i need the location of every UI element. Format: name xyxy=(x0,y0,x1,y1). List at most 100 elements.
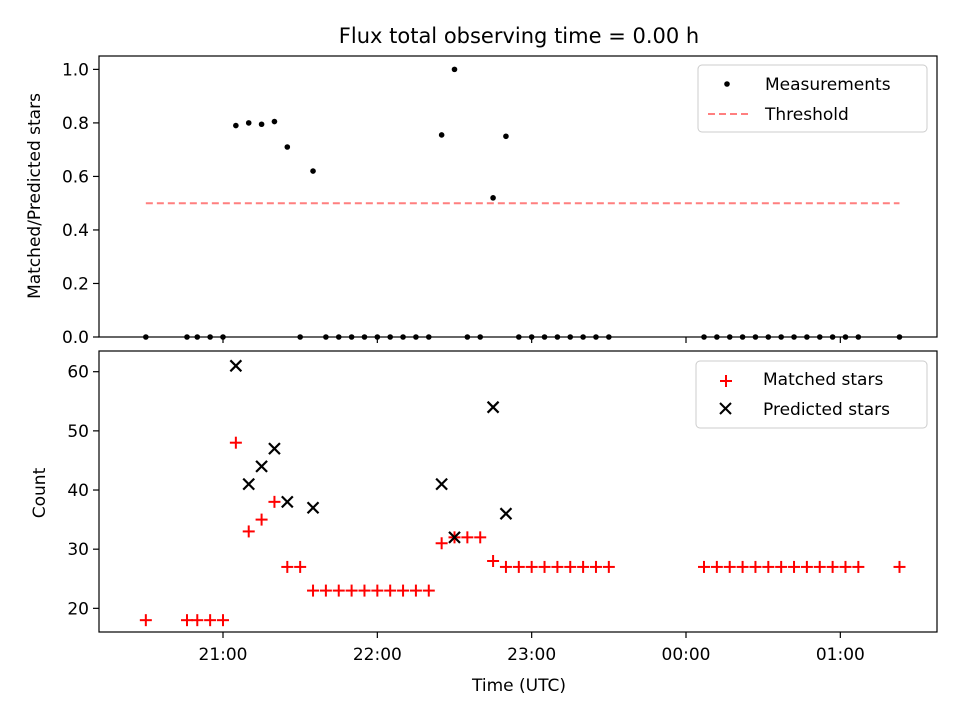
matched-point xyxy=(255,513,268,526)
x-axis-label: Time (UTC) xyxy=(471,676,566,696)
measurement-point xyxy=(271,118,278,125)
predicted-point-b xyxy=(255,460,268,473)
matched-point xyxy=(698,560,711,573)
measurement-point xyxy=(451,66,458,73)
measurement-point xyxy=(310,168,316,174)
matched-point xyxy=(435,537,448,550)
bottom-y-axis-label: Count xyxy=(30,467,50,518)
bottom-x-ticks: 21:00 22:00 23:00 00:00 01:00 xyxy=(199,632,865,665)
matched-point xyxy=(487,555,500,568)
top-legend: Measurements Threshold xyxy=(697,64,928,133)
measurement-point xyxy=(258,121,265,128)
matched-point xyxy=(551,560,564,573)
matched-point xyxy=(852,560,865,573)
matched-point xyxy=(589,560,602,573)
matched-point xyxy=(384,584,397,597)
x-tick-label: 01:00 xyxy=(816,645,865,665)
predicted-point-b xyxy=(486,400,500,414)
figure-title: Flux total observing time = 0.00 h xyxy=(339,24,699,48)
measurement-point xyxy=(503,133,509,140)
x-tick-label: 00:00 xyxy=(662,645,711,665)
predicted-point-b xyxy=(281,495,294,509)
predicted-point xyxy=(268,442,281,455)
matched-point xyxy=(788,560,801,573)
matched-point xyxy=(217,614,229,627)
y-tick-label: 0.0 xyxy=(62,328,89,348)
bottom-marks xyxy=(139,359,906,627)
matched-point xyxy=(512,560,525,573)
matched-point xyxy=(826,560,839,573)
matched-point xyxy=(893,560,906,573)
y-tick-label: 40 xyxy=(67,481,89,501)
x-tick-label: 22:00 xyxy=(353,645,402,665)
matched-point xyxy=(319,584,332,597)
legend-matched-marker xyxy=(720,375,732,387)
predicted-point-b xyxy=(229,359,243,373)
predicted-point xyxy=(255,460,268,473)
measurement-point xyxy=(490,195,496,201)
predicted-point-b xyxy=(499,507,513,520)
top-y-axis-label: Matched/Predicted stars xyxy=(25,93,45,299)
matched-point xyxy=(525,560,538,573)
legend-measurements-label: Measurements xyxy=(765,75,891,95)
bottom-y-ticks: 20 30 40 50 60 xyxy=(67,363,99,619)
matched-point xyxy=(499,560,512,573)
measurement-point xyxy=(284,144,291,150)
measurement-point xyxy=(233,122,239,129)
y-tick-label: 20 xyxy=(67,599,89,619)
matched-point xyxy=(307,584,320,597)
matched-point xyxy=(204,614,217,627)
y-tick-label: 0.4 xyxy=(62,221,89,241)
y-tick-label: 0.8 xyxy=(62,114,89,134)
legend-predicted-label: Predicted stars xyxy=(763,400,890,420)
matched-point xyxy=(371,584,384,597)
predicted-point-b xyxy=(306,501,320,515)
matched-point xyxy=(564,560,577,573)
matched-point xyxy=(474,531,487,544)
matched-point xyxy=(800,560,813,573)
legend-threshold-label: Threshold xyxy=(764,105,849,125)
matched-point xyxy=(749,560,762,573)
y-tick-label: 50 xyxy=(67,422,89,442)
predicted-point xyxy=(281,495,294,509)
top-panel: 0.0 0.2 0.4 0.6 0.8 1.0 Matched/Predicted sta… xyxy=(25,55,938,348)
matched-point xyxy=(775,560,788,573)
matched-point xyxy=(422,584,435,597)
matched-point xyxy=(332,584,345,597)
y-tick-label: 0.6 xyxy=(62,167,89,187)
top-axes-frame xyxy=(98,55,938,338)
legend-predicted-marker xyxy=(719,402,732,415)
predicted-point-b xyxy=(268,442,281,455)
matched-point xyxy=(736,560,749,573)
matched-point xyxy=(538,560,551,573)
matched-point xyxy=(397,584,410,597)
matched-point xyxy=(813,560,826,573)
matched-point xyxy=(345,584,358,597)
legend-measurements-marker xyxy=(724,81,730,87)
matched-point xyxy=(602,560,615,573)
matched-point xyxy=(762,560,775,573)
matched-point xyxy=(461,531,474,544)
bottom-axes-frame xyxy=(98,350,938,633)
y-tick-label: 60 xyxy=(67,363,89,383)
x-tick-label: 23:00 xyxy=(507,645,556,665)
matched-point xyxy=(577,560,590,573)
legend-matched-label: Matched stars xyxy=(763,370,883,390)
predicted-point-b xyxy=(448,531,461,544)
predicted-point xyxy=(435,477,448,491)
top-marks xyxy=(143,66,903,340)
matched-point xyxy=(139,614,152,627)
predicted-point xyxy=(242,477,256,491)
matched-point xyxy=(242,525,255,538)
top-y-ticks: 0.0 0.2 0.4 0.6 0.8 1.0 xyxy=(62,60,99,348)
predicted-point xyxy=(448,531,461,544)
matched-point xyxy=(839,560,852,573)
matched-point xyxy=(723,560,736,573)
matched-point xyxy=(358,584,371,597)
matched-point xyxy=(710,560,723,573)
matched-point xyxy=(268,495,281,508)
matched-point xyxy=(409,584,422,597)
bottom-legend: Matched stars Predicted stars xyxy=(695,360,928,429)
predicted-point-b xyxy=(435,477,448,491)
